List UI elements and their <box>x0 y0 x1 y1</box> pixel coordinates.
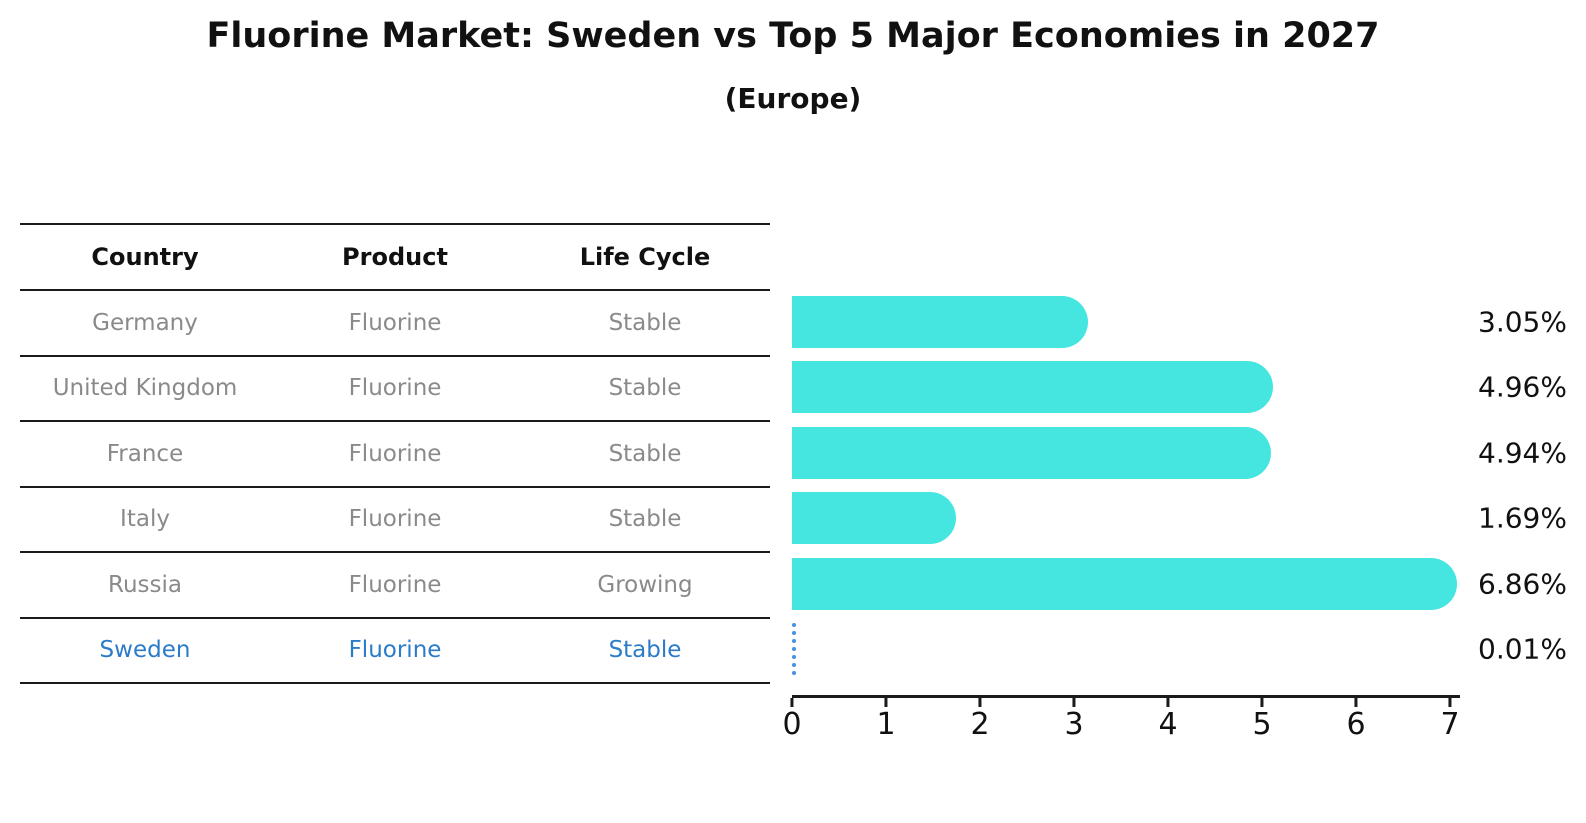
x-axis-tick-2: 2 <box>970 698 990 742</box>
bar-united-kingdom <box>792 361 1274 414</box>
bar-chart-area: 3.05% 4.96% 4.94% 1.69% 6.86% 0.01% <box>792 289 1567 683</box>
tick-label: 2 <box>970 707 990 742</box>
x-axis-tick-1: 1 <box>876 698 896 742</box>
bar-germany <box>792 295 1088 348</box>
tick-mark <box>1260 698 1264 707</box>
bar-row-france: 4.94% <box>792 420 1567 486</box>
x-axis-tick-5: 5 <box>1252 698 1272 742</box>
cell-life-cycle: Stable <box>608 637 682 664</box>
x-axis-tick-3: 3 <box>1064 698 1084 742</box>
cell-country: United Kingdom <box>52 375 238 402</box>
table-row-russia: Russia Fluorine Growing <box>20 553 770 619</box>
col-header-life-cycle: Life Cycle <box>579 243 711 271</box>
bar-row-italy: 1.69% <box>792 486 1567 552</box>
x-axis-tick-7: 7 <box>1440 698 1460 742</box>
tick-label: 1 <box>876 707 896 742</box>
table-row-sweden: Sweden Fluorine Stable <box>20 619 770 684</box>
value-label-italy: 1.69% <box>1478 501 1567 535</box>
value-label-united-kingdom: 4.96% <box>1478 370 1567 404</box>
cell-product: Fluorine <box>348 309 442 336</box>
cell-country: France <box>106 440 184 467</box>
chart-subtitle: (Europe) <box>724 82 862 115</box>
cell-life-cycle: Stable <box>608 375 682 402</box>
cell-life-cycle: Stable <box>608 309 682 336</box>
bar-row-united-kingdom: 4.96% <box>792 355 1567 421</box>
cell-country: Russia <box>108 571 182 598</box>
tick-mark <box>884 698 888 707</box>
cell-country: Italy <box>120 506 170 533</box>
tick-label: 7 <box>1440 707 1460 742</box>
col-header-product: Product <box>342 243 448 271</box>
tick-mark <box>790 698 794 707</box>
chart-title: Fluorine Market: Sweden vs Top 5 Major E… <box>206 16 1380 56</box>
tick-label: 5 <box>1252 707 1272 742</box>
bar-row-sweden: 0.01% <box>792 617 1567 683</box>
bar-france <box>792 426 1272 479</box>
cell-product: Fluorine <box>348 637 442 664</box>
cell-country: Sweden <box>99 637 191 664</box>
tick-label: 3 <box>1064 707 1084 742</box>
bar-italy <box>792 492 956 545</box>
x-axis: 0 1 2 3 4 5 6 7 <box>782 695 1460 743</box>
tick-mark <box>1354 698 1358 707</box>
table-row-italy: Italy Fluorine Stable <box>20 488 770 553</box>
cell-product: Fluorine <box>348 440 442 467</box>
cell-life-cycle: Stable <box>608 506 682 533</box>
cell-country: Germany <box>92 309 198 336</box>
tick-mark <box>1166 698 1170 707</box>
x-axis-tick-0: 0 <box>782 698 802 742</box>
col-header-country: Country <box>91 243 199 271</box>
tick-label: 4 <box>1158 707 1178 742</box>
cell-product: Fluorine <box>348 375 442 402</box>
tick-mark <box>1448 698 1452 707</box>
value-label-sweden: 0.01% <box>1478 632 1567 666</box>
cell-life-cycle: Growing <box>597 571 693 598</box>
cell-product: Fluorine <box>348 571 442 598</box>
value-label-france: 4.94% <box>1478 436 1567 470</box>
x-axis-tick-4: 4 <box>1158 698 1178 742</box>
tick-mark <box>1072 698 1076 707</box>
tick-label: 0 <box>782 707 802 742</box>
tick-mark <box>978 698 982 707</box>
bar-row-russia: 6.86% <box>792 551 1567 617</box>
tick-label: 6 <box>1346 707 1366 742</box>
table-header-row: Country Product Life Cycle <box>20 225 770 291</box>
bar-sweden <box>792 623 797 676</box>
bar-row-germany: 3.05% <box>792 289 1567 355</box>
table-row-germany: Germany Fluorine Stable <box>20 291 770 357</box>
value-label-germany: 3.05% <box>1478 305 1567 339</box>
value-label-russia: 6.86% <box>1478 567 1567 601</box>
data-table: Country Product Life Cycle Germany Fluor… <box>20 223 770 684</box>
table-row-united-kingdom: United Kingdom Fluorine Stable <box>20 357 770 422</box>
bar-russia <box>792 557 1458 610</box>
cell-product: Fluorine <box>348 506 442 533</box>
x-axis-tick-6: 6 <box>1346 698 1366 742</box>
table-row-france: France Fluorine Stable <box>20 422 770 488</box>
cell-life-cycle: Stable <box>608 440 682 467</box>
